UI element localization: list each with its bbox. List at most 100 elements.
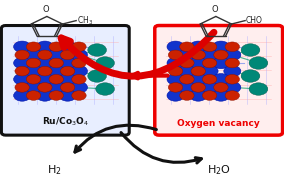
FancyBboxPatch shape: [1, 26, 129, 135]
Circle shape: [190, 41, 207, 52]
Circle shape: [201, 82, 218, 93]
Circle shape: [167, 57, 184, 69]
Circle shape: [15, 83, 29, 92]
Circle shape: [36, 57, 53, 69]
Circle shape: [168, 66, 183, 76]
Circle shape: [26, 91, 41, 100]
Circle shape: [202, 58, 217, 68]
Circle shape: [96, 57, 114, 69]
Circle shape: [88, 44, 106, 56]
Circle shape: [49, 74, 63, 84]
Circle shape: [72, 91, 86, 100]
Circle shape: [72, 58, 86, 68]
Circle shape: [14, 74, 31, 85]
FancyArrowPatch shape: [75, 125, 156, 152]
Circle shape: [60, 83, 75, 92]
Text: H$_2$: H$_2$: [47, 163, 61, 177]
Circle shape: [14, 57, 31, 69]
Circle shape: [36, 74, 53, 85]
Text: O: O: [42, 5, 49, 14]
Circle shape: [249, 57, 268, 69]
Circle shape: [225, 91, 240, 100]
FancyArrowPatch shape: [132, 73, 168, 78]
Circle shape: [180, 58, 194, 68]
Circle shape: [167, 74, 184, 85]
Circle shape: [202, 42, 217, 52]
Circle shape: [59, 90, 76, 101]
Circle shape: [25, 49, 42, 60]
Circle shape: [59, 57, 76, 69]
Circle shape: [70, 65, 87, 77]
Circle shape: [190, 90, 207, 101]
Circle shape: [167, 90, 184, 101]
Circle shape: [96, 83, 114, 95]
Circle shape: [25, 82, 42, 93]
Circle shape: [201, 49, 218, 60]
Circle shape: [212, 57, 229, 69]
Circle shape: [180, 42, 194, 52]
Circle shape: [72, 74, 86, 84]
Circle shape: [36, 90, 53, 101]
Circle shape: [178, 65, 195, 77]
Text: O: O: [211, 5, 218, 14]
Circle shape: [178, 49, 195, 60]
Circle shape: [225, 58, 240, 68]
Circle shape: [224, 49, 241, 60]
Circle shape: [214, 83, 228, 92]
Circle shape: [202, 91, 217, 100]
Text: CHO: CHO: [246, 16, 263, 25]
Circle shape: [15, 66, 29, 76]
Circle shape: [88, 70, 106, 82]
Text: Oxygen vacancy: Oxygen vacancy: [177, 119, 260, 128]
Circle shape: [224, 65, 241, 77]
Circle shape: [191, 66, 206, 76]
Circle shape: [37, 83, 52, 92]
Circle shape: [48, 49, 65, 60]
FancyBboxPatch shape: [155, 26, 283, 135]
Circle shape: [249, 83, 268, 95]
Circle shape: [225, 74, 240, 84]
Circle shape: [70, 82, 87, 93]
Circle shape: [224, 82, 241, 93]
Circle shape: [48, 82, 65, 93]
Circle shape: [212, 90, 229, 101]
Circle shape: [241, 70, 260, 82]
Circle shape: [49, 58, 63, 68]
Circle shape: [25, 65, 42, 77]
Circle shape: [212, 74, 229, 85]
FancyArrowPatch shape: [61, 32, 214, 76]
Circle shape: [59, 74, 76, 85]
Circle shape: [167, 41, 184, 52]
Circle shape: [191, 83, 206, 92]
Circle shape: [168, 50, 183, 60]
Circle shape: [201, 65, 218, 77]
Circle shape: [48, 65, 65, 77]
Circle shape: [180, 91, 194, 100]
Circle shape: [59, 41, 76, 52]
Text: CH$_3$: CH$_3$: [77, 14, 93, 27]
Circle shape: [168, 83, 183, 92]
Circle shape: [15, 50, 29, 60]
Circle shape: [72, 42, 86, 52]
Circle shape: [60, 66, 75, 76]
Circle shape: [212, 41, 229, 52]
FancyArrowPatch shape: [121, 132, 201, 163]
Text: Ru/Co$_3$O$_4$: Ru/Co$_3$O$_4$: [42, 115, 89, 128]
Circle shape: [14, 41, 31, 52]
Circle shape: [60, 50, 75, 60]
Circle shape: [178, 82, 195, 93]
Circle shape: [49, 91, 63, 100]
Circle shape: [26, 58, 41, 68]
Circle shape: [241, 44, 260, 56]
Circle shape: [14, 90, 31, 101]
Circle shape: [214, 50, 228, 60]
Circle shape: [26, 74, 41, 84]
Circle shape: [36, 41, 53, 52]
Circle shape: [26, 42, 41, 52]
Circle shape: [180, 74, 194, 84]
Circle shape: [191, 50, 206, 60]
Circle shape: [225, 42, 240, 52]
Circle shape: [202, 74, 217, 84]
Circle shape: [70, 49, 87, 60]
Circle shape: [190, 74, 207, 85]
